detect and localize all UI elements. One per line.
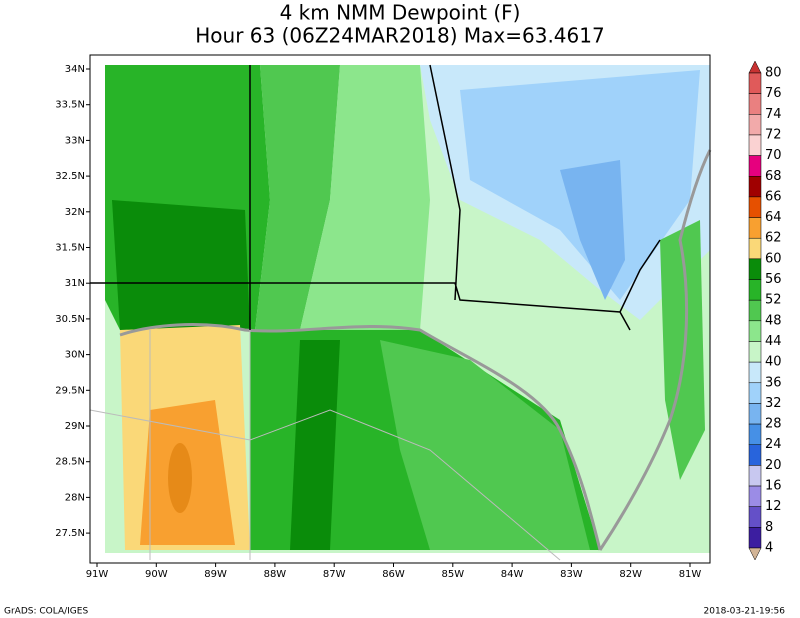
lon-label: 83W	[560, 569, 583, 580]
colorbar-box	[748, 341, 762, 363]
colorbar-box	[748, 258, 762, 280]
colorbar-box	[748, 444, 762, 466]
colorbar-box	[748, 527, 762, 549]
colorbar-box	[748, 465, 762, 487]
lat-label: 33N	[65, 135, 85, 146]
colorbar-box	[748, 361, 762, 384]
field-blue	[560, 160, 625, 300]
colorbar-box	[748, 403, 762, 425]
colorbar-box	[748, 279, 762, 301]
colorbar-label: 80	[765, 66, 782, 81]
colorbar-label: 76	[765, 86, 782, 101]
lon-label: 91W	[86, 569, 109, 580]
colorbar-label: 36	[765, 375, 782, 390]
lon-label: 81W	[679, 569, 702, 580]
colorbar-label: 8	[765, 520, 773, 535]
state-borders	[90, 64, 661, 331]
lat-label: 32.5N	[55, 171, 85, 182]
lon-label: 86W	[382, 569, 405, 580]
lon-label: 89W	[204, 569, 227, 580]
colorbar-label: 32	[765, 396, 782, 411]
lon-label: 88W	[264, 569, 287, 580]
colorbar-label: 56	[765, 272, 782, 287]
colorbar-label: 70	[765, 148, 782, 163]
colorbar-label: 12	[765, 499, 782, 514]
lat-label: 27.5N	[55, 528, 85, 539]
footer-right: 2018-03-21-19:56	[704, 607, 786, 617]
lon-label: 87W	[323, 569, 346, 580]
axis-labels: 34N 33.5N 33N 32.5N 32N 31.5N 31N 30.5N 30N 29.5N…	[55, 64, 701, 580]
colorbar-box	[748, 114, 762, 136]
lat-label: 30.5N	[55, 314, 85, 325]
plot-frame	[89, 54, 711, 564]
colorbar-box	[748, 237, 762, 260]
colorbar-label: 44	[765, 334, 782, 349]
colorbar-box	[748, 506, 762, 528]
colorbar-label: 20	[765, 458, 782, 473]
map-field	[89, 54, 712, 564]
colorbar-box	[748, 423, 762, 445]
lat-label: 29.5N	[55, 385, 85, 396]
field-mid-green	[255, 65, 340, 330]
title-line2: Hour 63 (06Z24MAR2018) Max=63.4617	[195, 24, 604, 48]
field-gulf-mid	[380, 340, 590, 550]
lat-label: 28.5N	[55, 457, 85, 468]
colorbar-label: 24	[765, 437, 782, 452]
colorbar-label: 40	[765, 355, 782, 370]
colorbar-box	[748, 196, 762, 218]
colorbar-box	[748, 155, 762, 177]
colorbar-box	[748, 93, 762, 115]
lat-label: 31N	[65, 278, 85, 289]
coastline	[119, 323, 602, 551]
coastline-east	[598, 149, 712, 551]
colorbar-label: 52	[765, 293, 782, 308]
colorbar-label: 74	[765, 107, 782, 122]
colorbar-box	[748, 176, 762, 198]
colorbar-top-triangle	[748, 60, 762, 74]
colorbar-label: 16	[765, 479, 782, 494]
lat-label: 34N	[65, 64, 85, 75]
colorbar-box	[748, 134, 762, 156]
colorbar-box	[748, 72, 762, 94]
field-light-green	[300, 65, 430, 330]
grid-lines	[89, 330, 561, 561]
lon-label: 84W	[501, 569, 524, 580]
colorbar-label: 64	[765, 210, 782, 225]
colorbar-label: 72	[765, 127, 782, 142]
footer-left: GrADS: COLA/IGES	[4, 607, 88, 617]
colorbar-label: 60	[765, 251, 782, 266]
colorbar-bottom-triangle	[748, 547, 762, 561]
colorbar-label: 4	[765, 541, 773, 556]
colorbar-label: 28	[765, 417, 782, 432]
field-dark-orange	[168, 443, 192, 513]
lat-label: 28N	[65, 492, 85, 503]
lat-label: 29N	[65, 421, 85, 432]
field-dark-green	[112, 200, 250, 330]
lat-label: 31.5N	[55, 243, 85, 254]
lon-label: 82W	[619, 569, 642, 580]
colorbar-label: 68	[765, 169, 782, 184]
lon-label: 90W	[145, 569, 168, 580]
lat-label: 33.5N	[55, 100, 85, 111]
title-line1: 4 km NMM Dewpoint (F)	[280, 1, 521, 25]
lon-label: 85W	[441, 569, 464, 580]
colorbar-label: 48	[765, 313, 782, 328]
colorbar-box	[748, 320, 762, 342]
lat-label: 30N	[65, 350, 85, 361]
lat-label: 32N	[65, 207, 85, 218]
colorbar: 8076747270686664626056524844403632282420…	[748, 60, 782, 561]
field-gulf-dark	[290, 340, 340, 550]
colorbar-label: 66	[765, 189, 782, 204]
colorbar-box	[748, 485, 762, 507]
colorbar-box	[748, 299, 762, 322]
colorbar-box	[748, 217, 762, 239]
colorbar-label: 62	[765, 231, 782, 246]
colorbar-box	[748, 382, 762, 404]
